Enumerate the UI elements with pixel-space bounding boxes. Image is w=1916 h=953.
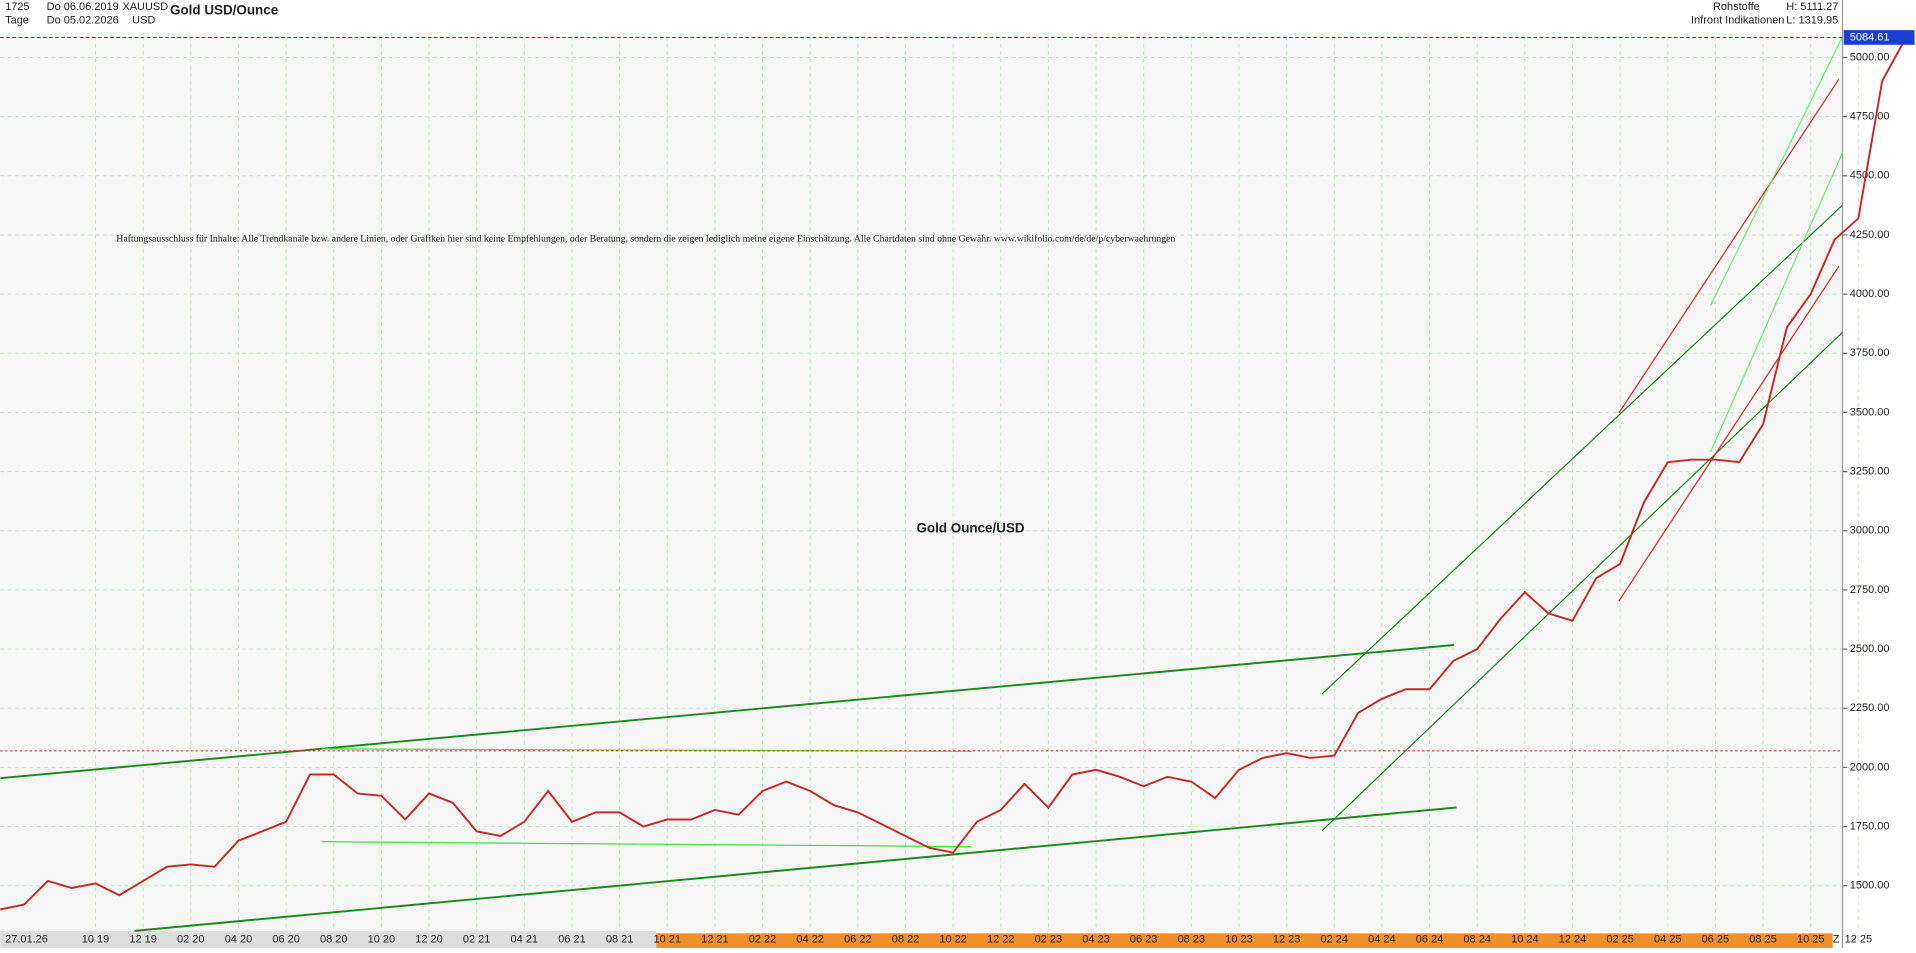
x-tick-label: 08 20 [320,933,348,945]
header-title: Gold USD/Ounce [170,3,278,18]
trend-line [1321,204,1843,695]
y-tick-label: 3500.00 [1850,406,1890,418]
x-tick-label: 08 21 [606,933,634,945]
last-price-label: 5084.61 [1850,31,1890,43]
x-tick-label: 12 23 [1273,933,1300,945]
x-tick-label: 04 21 [511,933,539,945]
x-tick-label: 12 24 [1559,933,1586,945]
trend-line [321,748,972,752]
x-tick-label: 10 23 [1225,933,1253,945]
header-symbol: XAUUSD [122,1,168,13]
trend-line [0,644,1455,780]
x-tick-label: 04 22 [796,933,824,945]
x-tick-label: 02 24 [1321,933,1349,945]
price-line [0,37,1907,911]
header-source: Infront Indikationen [1691,15,1784,27]
y-tick-label: 2500.00 [1850,643,1890,655]
x-tick-label: 10 20 [368,933,396,945]
y-tick-label: 1750.00 [1850,820,1890,832]
header-currency: USD [132,15,155,27]
trend-line [134,806,1457,932]
x-tick-label: 06 20 [272,933,300,945]
header-high: H: 5111.27 [1786,1,1838,13]
x-tick-label: 06 25 [1702,933,1729,945]
x-tick-label: 02 20 [177,933,204,945]
axis-strip-active [656,933,1833,948]
y-tick-label: 2000.00 [1850,761,1890,773]
y-tick-label: 2250.00 [1850,702,1890,714]
y-tick-label: 3750.00 [1850,347,1890,359]
x-tick-label: 02 22 [749,933,777,945]
y-tick-label: 4000.00 [1850,288,1890,300]
axis-end: Z [1833,933,1840,945]
trend-line [1618,79,1840,414]
x-tick-label: 10 25 [1797,933,1824,945]
header-count: 1725 [5,1,29,13]
trend-line [1709,152,1844,453]
x-tick-label: 12 21 [701,933,729,945]
x-tick-label: 02 25 [1606,933,1633,945]
x-tick-label: 04 23 [1082,933,1110,945]
plot-area [0,36,1843,931]
header-low: L: 1319.95 [1786,15,1838,27]
x-tick-label: 12 20 [415,933,443,945]
y-tick-label: 3000.00 [1850,525,1890,537]
x-tick-label: 10 22 [939,933,967,945]
y-tick-label: 5000.00 [1850,51,1890,63]
y-tick-label: 4250.00 [1850,229,1890,241]
x-tick-label: 10 21 [653,933,681,945]
x-tick-label: 12 22 [987,933,1015,945]
x-tick-label: 06 23 [1130,933,1158,945]
x-tick-label: 08 24 [1463,933,1491,945]
x-tick-label: 12 19 [129,933,157,945]
y-tick-label: 4500.00 [1850,170,1890,182]
trend-lines [0,36,1844,932]
y-tick-label: 4750.00 [1850,111,1890,123]
trend-line [1709,36,1844,306]
x-tick-label: 12 25 [1845,933,1872,945]
x-tick-label: 04 25 [1654,933,1681,945]
trend-line [321,841,972,848]
y-tick-label: 2750.00 [1850,584,1890,596]
x-tick-label: 08 22 [892,933,920,945]
header-period: Tage [5,15,29,27]
x-tick-label: 06 22 [844,933,872,945]
chart-title: Gold Ounce/USD [916,521,1024,536]
x-tick-label: 02 23 [1035,933,1063,945]
x-tick-label: 08 23 [1178,933,1206,945]
trend-line [1321,331,1843,832]
x-tick-label: 02 21 [463,933,491,945]
x-tick-label: 10 24 [1511,933,1539,945]
trend-line [1618,265,1840,602]
disclaimer: Haftungsausschluss für Inhalte: Alle Tre… [116,234,1175,245]
y-tick-label: 1500.00 [1850,880,1890,892]
header-group: Rohstoffe [1713,1,1760,13]
last-price-box [1843,30,1915,45]
header-to: Do 05.02.2026 [47,15,119,27]
y-tick-label: 3250.00 [1850,465,1890,477]
x-tick-label: 08 25 [1749,933,1776,945]
x-tick-label: 04 24 [1368,933,1396,945]
x-tick-label: 06 24 [1416,933,1443,945]
x-tick-label: 06 21 [558,933,586,945]
date-marker: 27.01.26 [5,933,48,945]
x-tick-label: 04 20 [225,933,253,945]
axis-strip [0,930,657,948]
header-from: Do 06.06.2019 [47,1,119,13]
x-tick-label: 10 19 [82,933,110,945]
